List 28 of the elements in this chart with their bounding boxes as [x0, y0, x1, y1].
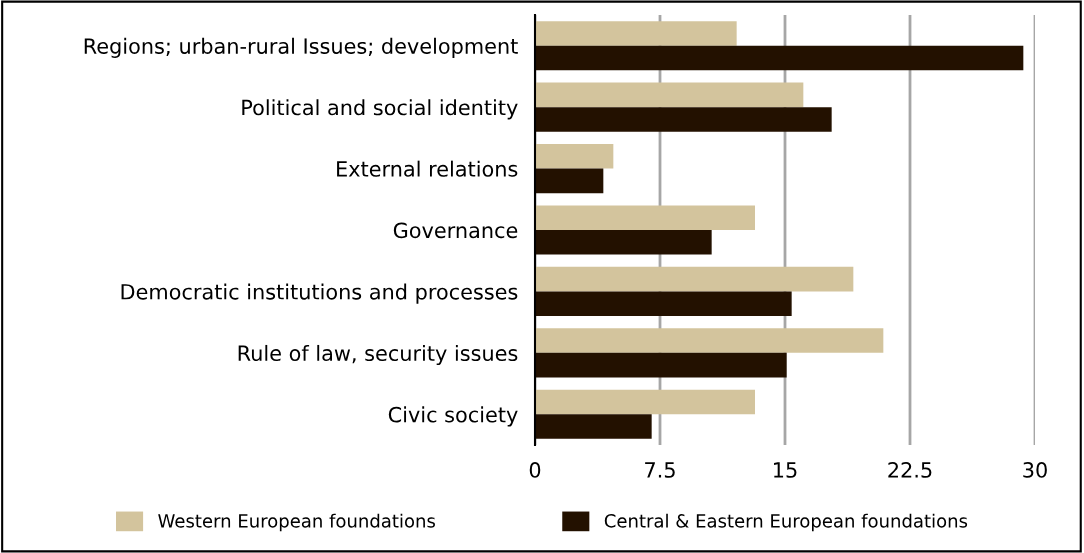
x-tick-label: 15: [774, 462, 797, 478]
y-tick-label: Political and social identity: [242, 99, 518, 120]
legend-label: Western European foundations: [158, 513, 435, 532]
bar: [535, 45, 1024, 71]
bar: [535, 168, 604, 194]
bar: [535, 107, 832, 132]
y-tick-label: Democratic institutions and processes: [121, 283, 518, 304]
bar: [535, 352, 787, 378]
bar: [535, 144, 614, 169]
bar: [535, 82, 804, 108]
bar: [535, 230, 712, 255]
bar: [535, 328, 884, 353]
bar: [535, 205, 755, 230]
bar: [535, 21, 737, 46]
bar: [535, 414, 652, 439]
x-tick-label: 0: [529, 462, 541, 478]
y-tick-label: Civic society: [388, 406, 518, 427]
bar: [535, 266, 854, 292]
y-tick-label: External relations: [337, 160, 518, 177]
bar: [535, 291, 792, 316]
y-tick-label: Rule of law, security issues: [238, 344, 518, 366]
x-tick-label: 30: [1023, 462, 1047, 478]
bar: [535, 389, 755, 415]
y-tick-label: Governance: [393, 222, 518, 239]
legend-label: Central & Eastern European foundations: [604, 513, 968, 532]
y-tick-label: Regions; urban-rural Issues; development: [84, 37, 518, 58]
x-tick-label: 22.5: [888, 462, 932, 478]
x-tick-label: 7.5: [645, 462, 675, 478]
